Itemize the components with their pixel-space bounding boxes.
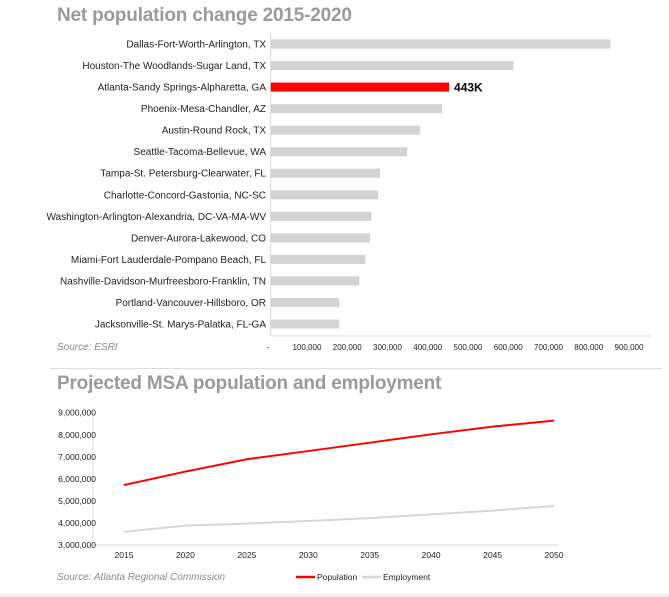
category-label: Washington-Arlington-Alexandria, DC-VA-M…	[46, 212, 266, 223]
highlight-value-label: 443K	[454, 81, 483, 95]
category-label: Tampa-St. Petersburg-Clearwater, FL	[100, 169, 266, 180]
series-line-population	[123, 419, 555, 487]
x-tick-label: 2050	[545, 550, 564, 560]
category-label: Austin-Round Rock, TX	[162, 126, 267, 137]
bar-11	[270, 276, 360, 286]
x-tick-label: 700,000	[534, 343, 563, 352]
x-tick-label: 2035	[360, 550, 379, 560]
line-chart-source: Source: Atlanta Regional Commission	[57, 572, 226, 583]
y-tick-label: 9,000,000	[58, 408, 96, 418]
x-tick-label: 100,000	[292, 343, 321, 352]
bottom-border	[0, 594, 669, 597]
bar-13	[270, 319, 340, 329]
y-tick-label: 8,000,000	[58, 430, 96, 440]
category-label: Nashville-Davidson-Murfreesboro-Franklin…	[60, 276, 266, 287]
x-tick-label: 2025	[237, 550, 256, 560]
category-label: Miami-Fort Lauderdale-Pompano Beach, FL	[71, 255, 267, 266]
category-label: Jacksonville-St. Marys-Palatka, FL-GA	[95, 320, 266, 331]
x-tick-label: 2030	[299, 550, 318, 560]
bar-6	[270, 168, 381, 178]
x-tick-label: 2045	[483, 550, 502, 560]
legend-label-population: Population	[317, 572, 357, 582]
x-tick-label: 2015	[115, 550, 134, 560]
bar-8	[270, 211, 372, 221]
category-label: Denver-Aurora-Lakewood, CO	[131, 233, 266, 244]
x-tick-label: 800,000	[574, 343, 603, 352]
bar-3	[270, 104, 443, 114]
x-tick-label: -	[267, 343, 270, 352]
category-label: Dallas-Fort-Worth-Arlington, TX	[126, 40, 266, 51]
x-tick-label: 2020	[176, 550, 195, 560]
bar-9	[270, 233, 371, 243]
y-tick-label: 3,000,000	[58, 540, 96, 550]
x-tick-label: 400,000	[413, 343, 442, 352]
divider	[50, 368, 662, 369]
bar-12	[270, 297, 340, 307]
category-label: Atlanta-Sandy Springs-Alpharetta, GA	[98, 83, 267, 94]
category-label: Portland-Vancouver-Hillsboro, OR	[116, 298, 266, 309]
bar-10	[270, 254, 366, 264]
x-tick-label: 300,000	[373, 343, 402, 352]
bar-chart-title: Net population change 2015-2020	[57, 5, 352, 26]
bar-5	[270, 147, 408, 157]
legend-label-employment: Employment	[383, 572, 431, 582]
bar-0	[270, 39, 611, 49]
category-label: Seattle-Tacoma-Bellevue, WA	[134, 147, 267, 158]
bar-chart: Dallas-Fort-Worth-Arlington, TX Houston-T…	[46, 33, 650, 352]
bar-chart-source: Source: ESRI	[57, 342, 118, 353]
series-line-employment	[123, 504, 555, 533]
category-label: Charlotte-Concord-Gastonia, NC-SC	[104, 190, 266, 201]
category-label: Phoenix-Mesa-Chandler, AZ	[141, 104, 266, 115]
category-label: Houston-The Woodlands-Sugar Land, TX	[82, 61, 266, 72]
bar-4	[270, 125, 421, 135]
bar-1	[270, 61, 514, 71]
x-tick-label: 200,000	[333, 343, 362, 352]
bar-2	[270, 82, 450, 92]
line-chart-title: Projected MSA population and employment	[57, 373, 442, 394]
x-tick-label: 600,000	[494, 343, 523, 352]
x-tick-label: 2040	[422, 550, 441, 560]
y-tick-label: 5,000,000	[58, 496, 96, 506]
x-tick-label: 500,000	[454, 343, 483, 352]
y-tick-label: 6,000,000	[58, 474, 96, 484]
x-tick-label: 900,000	[615, 343, 644, 352]
y-tick-label: 4,000,000	[58, 518, 96, 528]
y-tick-label: 7,000,000	[58, 452, 96, 462]
bar-7	[270, 190, 379, 200]
